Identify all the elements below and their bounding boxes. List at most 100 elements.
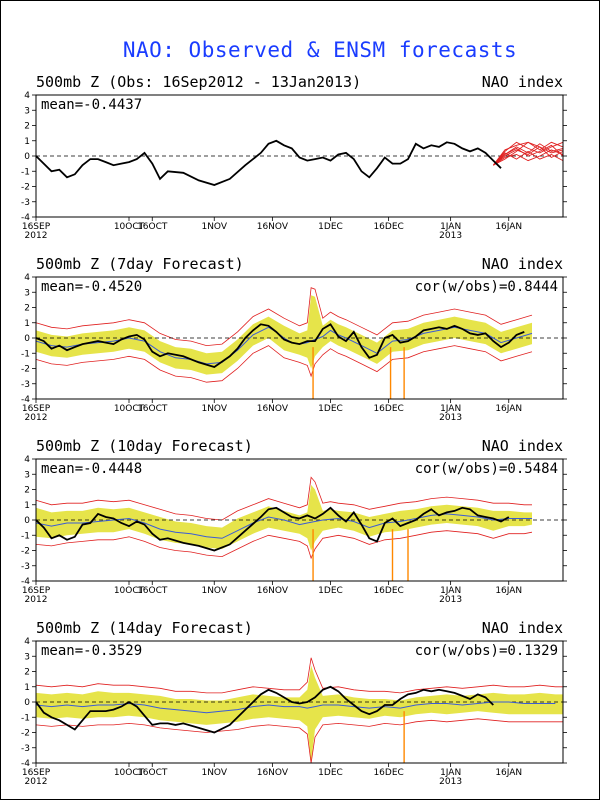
y-tick-label: -1 bbox=[21, 349, 30, 359]
x-tick-label: 1JAN bbox=[440, 768, 461, 778]
x-tick-label: 1DEC bbox=[318, 586, 343, 596]
y-tick-label: 0 bbox=[24, 334, 30, 344]
x-tick-label: 16SEP bbox=[22, 586, 51, 596]
x-tick-sublabel: 2013 bbox=[439, 777, 462, 787]
y-tick-label: 1 bbox=[24, 319, 30, 329]
member-line-7 bbox=[492, 144, 564, 166]
mean-label: mean=-0.4520 bbox=[41, 279, 142, 295]
member-line-3 bbox=[493, 146, 564, 166]
y-tick-label: -4 bbox=[21, 395, 30, 405]
observed-line bbox=[35, 685, 494, 734]
y-tick-label: 2 bbox=[24, 486, 30, 496]
panel-title: 500mb Z (14day Forecast) bbox=[36, 619, 253, 637]
x-tick-label: 16DEC bbox=[373, 586, 403, 596]
x-tick-label: 1DEC bbox=[318, 404, 343, 414]
x-tick-label: 16DEC bbox=[373, 222, 403, 232]
x-tick-label: 16OCT bbox=[137, 222, 168, 232]
x-tick-sublabel: 2012 bbox=[25, 413, 48, 423]
y-tick-label: 4 bbox=[24, 91, 30, 101]
member-envelope-upper bbox=[35, 476, 532, 521]
y-tick-label: -1 bbox=[21, 167, 30, 177]
x-tick-label: 16JAN bbox=[495, 768, 522, 778]
ensemble-mean-line bbox=[35, 513, 532, 539]
spread-band bbox=[36, 484, 532, 551]
y-tick-label: -4 bbox=[21, 213, 30, 223]
member-envelope-upper bbox=[35, 657, 563, 694]
x-tick-label: 1NOV bbox=[201, 768, 227, 778]
member-line-2 bbox=[492, 141, 564, 166]
mean-label: mean=-0.4437 bbox=[41, 97, 142, 113]
index-label: NAO index bbox=[482, 619, 563, 637]
x-tick-label: 16OCT bbox=[137, 404, 168, 414]
y-tick-label: -2 bbox=[21, 365, 30, 375]
x-tick-label: 10OCT bbox=[114, 768, 145, 778]
x-tick-label: 16DEC bbox=[373, 768, 403, 778]
y-tick-label: 3 bbox=[24, 106, 30, 116]
member-envelope-lower bbox=[35, 530, 533, 560]
x-tick-label: 16NOV bbox=[257, 768, 289, 778]
x-tick-label: 1DEC bbox=[318, 768, 343, 778]
index-label: NAO index bbox=[482, 73, 563, 91]
member-line-4 bbox=[493, 149, 564, 166]
y-tick-label: -2 bbox=[21, 183, 30, 193]
x-tick-label: 16JAN bbox=[495, 586, 522, 596]
y-tick-label: -4 bbox=[21, 577, 30, 587]
y-tick-label: -3 bbox=[21, 380, 30, 390]
x-tick-label: 16JAN bbox=[495, 404, 522, 414]
x-tick-sublabel: 2012 bbox=[25, 231, 48, 241]
x-tick-sublabel: 2012 bbox=[25, 777, 48, 787]
panel-title: 500mb Z (Obs: 16Sep2012 - 13Jan2013) bbox=[36, 73, 361, 91]
index-label: NAO index bbox=[482, 437, 563, 455]
x-tick-label: 16DEC bbox=[373, 404, 403, 414]
y-tick-label: -2 bbox=[21, 729, 30, 739]
x-tick-label: 10OCT bbox=[114, 222, 145, 232]
x-tick-label: 16SEP bbox=[22, 404, 51, 414]
x-tick-label: 10OCT bbox=[114, 404, 145, 414]
x-tick-label: 16JAN bbox=[495, 222, 522, 232]
y-tick-label: -3 bbox=[21, 562, 30, 572]
x-tick-label: 16SEP bbox=[22, 222, 51, 232]
x-tick-label: 1JAN bbox=[440, 222, 461, 232]
x-tick-label: 1NOV bbox=[201, 222, 227, 232]
y-tick-label: 4 bbox=[24, 273, 30, 283]
y-tick-label: 1 bbox=[24, 501, 30, 511]
x-tick-label: 1DEC bbox=[318, 222, 343, 232]
panel-title: 500mb Z (7day Forecast) bbox=[36, 255, 244, 273]
spread-band bbox=[36, 295, 532, 375]
x-tick-label: 16NOV bbox=[257, 586, 289, 596]
x-tick-label: 1NOV bbox=[201, 586, 227, 596]
y-tick-label: 4 bbox=[24, 637, 30, 647]
member-line-5 bbox=[492, 150, 564, 166]
y-tick-label: 3 bbox=[24, 288, 30, 298]
x-tick-label: 1JAN bbox=[440, 586, 461, 596]
y-tick-label: 3 bbox=[24, 652, 30, 662]
y-tick-label: 2 bbox=[24, 304, 30, 314]
member-envelope-lower bbox=[35, 345, 533, 383]
y-tick-label: -1 bbox=[21, 713, 30, 723]
x-tick-sublabel: 2013 bbox=[439, 413, 462, 423]
x-tick-label: 1JAN bbox=[440, 404, 461, 414]
y-tick-label: 0 bbox=[24, 152, 30, 162]
y-tick-label: 4 bbox=[24, 455, 30, 465]
observed-line bbox=[35, 323, 525, 368]
observed-line bbox=[35, 139, 502, 186]
x-tick-label: 16NOV bbox=[257, 404, 289, 414]
member-envelope-lower bbox=[35, 718, 563, 764]
correlation-label: cor(w/obs)=0.1329 bbox=[415, 643, 558, 659]
y-tick-label: 0 bbox=[24, 698, 30, 708]
x-tick-label: 16SEP bbox=[22, 768, 51, 778]
x-tick-sublabel: 2013 bbox=[439, 231, 462, 241]
panel-title: 500mb Z (10day Forecast) bbox=[36, 437, 253, 455]
y-tick-label: -2 bbox=[21, 547, 30, 557]
index-label: NAO index bbox=[482, 255, 563, 273]
x-tick-label: 10OCT bbox=[114, 586, 145, 596]
y-tick-label: -3 bbox=[21, 198, 30, 208]
mean-label: mean=-0.4448 bbox=[41, 461, 142, 477]
y-tick-label: 2 bbox=[24, 668, 30, 678]
mean-label: mean=-0.3529 bbox=[41, 643, 142, 659]
